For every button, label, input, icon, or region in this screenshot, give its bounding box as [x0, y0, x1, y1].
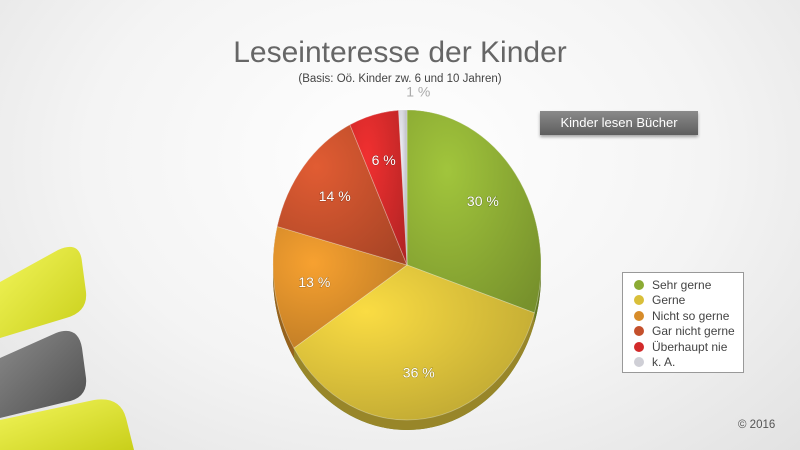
legend-item-sehr-gerne: Sehr gerne — [634, 277, 743, 293]
legend-swatch — [634, 341, 644, 352]
copyright-notice: © 2016 — [738, 419, 776, 431]
legend-swatch — [634, 295, 644, 306]
topic-badge: Kinder lesen Bücher — [540, 111, 698, 135]
chart-subtitle: (Basis: Oö. Kinder zw. 6 und 10 Jahren) — [298, 73, 502, 85]
legend-item-ueberhaupt-nie: Überhaupt nie — [634, 339, 743, 355]
pie-slice-gar-nicht-gerne — [276, 124, 408, 266]
legend-label: k. A. — [652, 355, 676, 370]
pie-slice-k-a — [398, 109, 408, 266]
pie-slice-sehr-gerne — [406, 109, 542, 314]
legend-item-nicht-so-gerne: Nicht so gerne — [634, 308, 743, 324]
chart-legend: Sehr gerne Gerne Nicht so gerne Gar nich… — [622, 272, 744, 373]
legend-label: Gar nicht gerne — [652, 324, 735, 339]
legend-label: Gerne — [652, 293, 686, 308]
pie-side-gerne — [293, 312, 535, 431]
pie-label-k-a: 1 % — [406, 83, 430, 99]
pie-label-sehr-gerne: 30 % — [467, 193, 499, 209]
legend-swatch — [634, 357, 644, 368]
legend-item-gar-nicht-gerne: Gar nicht gerne — [634, 324, 743, 340]
pie-slice-berhaupt-nie — [349, 109, 408, 266]
legend-label: Überhaupt nie — [652, 339, 728, 354]
pie-label-gar-nicht-gerne: 14 % — [319, 188, 351, 204]
legend-item-k-a: k. A. — [634, 355, 743, 371]
legend-label: Nicht so gerne — [652, 308, 730, 323]
legend-label: Sehr gerne — [652, 277, 712, 292]
decorative-shapes — [0, 246, 134, 450]
legend-swatch — [634, 310, 644, 321]
pie-slice-nicht-so-gerne — [272, 225, 408, 349]
pie-label-gerne: 36 % — [403, 365, 435, 381]
legend-swatch — [634, 279, 644, 290]
chart-title: Leseinteresse der Kinder — [233, 36, 567, 69]
legend-item-gerne: Gerne — [634, 293, 743, 309]
legend-swatch — [634, 326, 644, 337]
pie-label-nicht-so-gerne: 13 % — [298, 274, 330, 290]
pie-slice-gerne — [293, 264, 535, 421]
pie-label-berhaupt-nie: 6 % — [372, 152, 396, 168]
